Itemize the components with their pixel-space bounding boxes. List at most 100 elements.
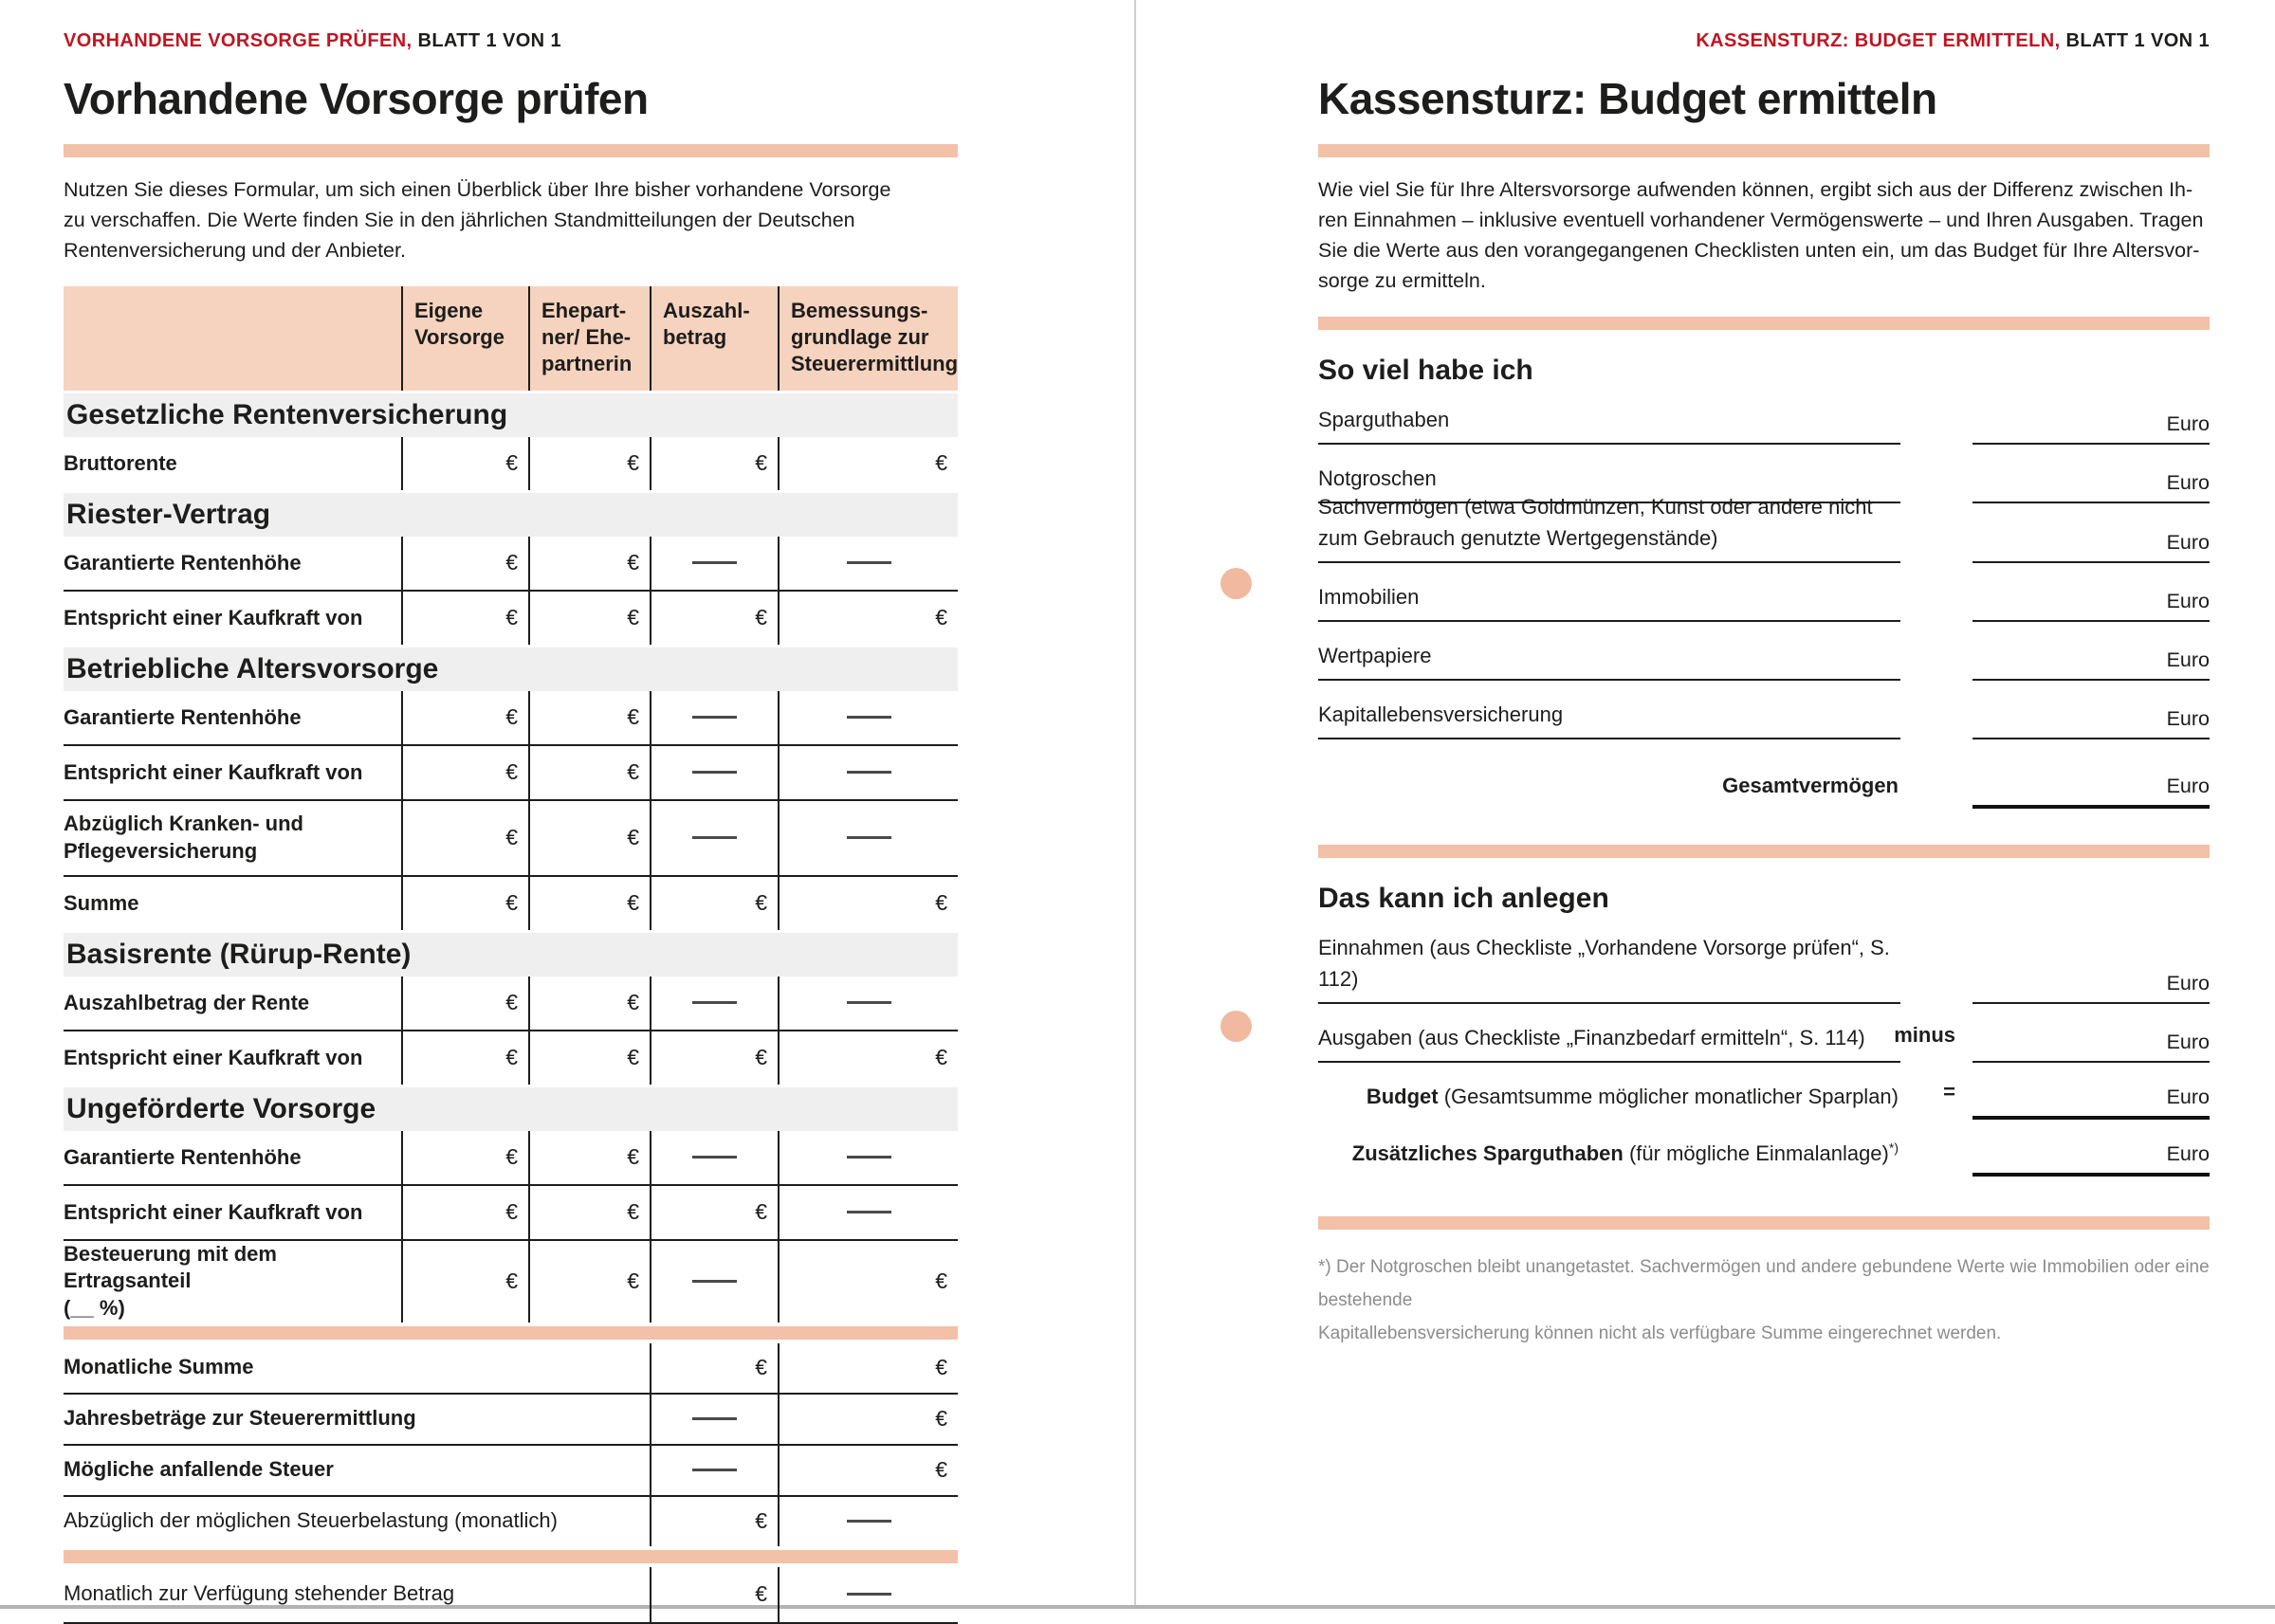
value-cell[interactable]: € [528,876,650,930]
value-cell[interactable]: € [528,1031,650,1085]
value-cell[interactable]: € [528,436,650,490]
euro-symbol: € [505,759,518,785]
value-cell[interactable]: € [650,1185,778,1239]
section-heading-row: Gesetzliche Rentenversicherung [64,392,958,437]
value-cell[interactable]: € [778,1342,958,1393]
value-cell[interactable]: € [528,1185,650,1239]
dash-placeholder [846,1211,891,1214]
hole-punch-dot [1220,1011,1252,1042]
value-cell[interactable]: € [778,1445,958,1495]
value-cell[interactable]: € [778,591,958,645]
value-cell[interactable]: € [650,1566,778,1622]
value-cell[interactable]: € [528,1240,650,1323]
field-label[interactable]: Einnahmen (aus Checkliste „Vorhandene Vo… [1318,932,1900,1005]
value-cell [650,976,778,1030]
section-heading-row: Betriebliche Altersvorsorge [64,647,958,691]
field-underline[interactable]: Euro [1972,412,2210,446]
field-label[interactable]: Kapitallebensversicherung [1318,699,1900,740]
value-cell[interactable]: € [401,976,528,1030]
field-label[interactable]: Ausgaben (aus Checkliste „Finanzbedarf e… [1318,1022,1900,1064]
value-cell[interactable]: € [528,745,650,799]
row-label: Monatliche Summe [64,1355,254,1379]
value-cell[interactable]: € [528,690,650,744]
value-cell[interactable]: € [528,976,650,1030]
field-underline[interactable]: Euro [1972,775,2210,810]
field-label[interactable]: Sachvermögen (etwa Goldmünzen, Kunst ode… [1318,491,1900,564]
field-underline[interactable]: Euro [1972,471,2210,504]
table-row: Garantierte Rentenhöhe € € [64,690,958,744]
value-cell[interactable]: € [528,536,650,590]
value-cell [650,690,778,744]
value-cell[interactable]: € [401,800,528,875]
euro-label: Euro [2166,972,2210,995]
euro-label: Euro [2166,707,2210,731]
field-label[interactable]: Wertpapiere [1318,640,1900,682]
value-cell[interactable]: € [401,876,528,930]
euro-label: Euro [2166,1142,2210,1166]
dash-placeholder [692,1469,737,1472]
accent-bar [64,1325,958,1340]
value-cell[interactable]: € [401,745,528,799]
value-cell[interactable]: € [650,436,778,490]
field-underline[interactable]: Euro [1972,1031,2210,1064]
value-cell[interactable]: € [650,1342,778,1393]
value-cell[interactable]: € [650,876,778,930]
euro-label: Euro [2166,590,2210,613]
value-cell[interactable]: € [401,1185,528,1239]
section-heading-assets: So viel habe ich [1318,355,1533,387]
field-label[interactable]: Sparguthaben [1318,404,1900,446]
value-cell[interactable]: € [778,1240,958,1323]
page-title: Kassensturz: Budget ermitteln [1318,74,1937,123]
field-label-bold: Budget [1366,1085,1439,1109]
value-cell[interactable]: € [778,1031,958,1085]
field-underline[interactable]: Euro [1972,972,2210,1005]
euro-label: Euro [2166,412,2210,436]
field-underline[interactable]: Euro [1972,707,2210,740]
value-cell[interactable]: € [401,1031,528,1085]
value-cell[interactable]: € [401,536,528,590]
value-cell[interactable]: € [650,1031,778,1085]
value-cell[interactable]: € [401,436,528,490]
value-cell[interactable]: € [528,1130,650,1184]
page-title: Vorhandene Vorsorge prüfen [64,74,649,123]
dash-placeholder [846,561,891,565]
value-cell[interactable]: € [528,591,650,645]
value-cell[interactable]: € [650,1496,778,1546]
field-underline[interactable]: Euro [1972,590,2210,623]
value-cell [650,536,778,590]
value-cell[interactable]: € [401,690,528,744]
value-cell[interactable]: € [778,876,958,930]
euro-label: Euro [2166,775,2210,798]
field-underline[interactable]: Euro [1972,648,2210,682]
row-label: Jahresbeträge zur Steuerermittlung [64,1406,416,1431]
field-underline[interactable]: Euro [1972,1142,2210,1177]
euro-symbol: € [505,1268,518,1294]
kicker-highlight: VORHANDENE VORSORGE PRÜFEN, [64,30,413,51]
value-cell[interactable]: € [528,800,650,875]
value-cell[interactable]: € [401,1240,528,1323]
field-underline[interactable]: Euro [1972,531,2210,564]
kicker-rest: BLATT 1 VON 1 [412,30,561,51]
row-label: Summe [64,890,139,915]
field-label[interactable]: Notgroschen [1318,463,1900,504]
euro-symbol: € [627,890,639,916]
euro-symbol: € [935,1457,947,1483]
accent-bar [1318,845,2210,859]
dash-placeholder [846,1593,891,1597]
row-label: Bruttorente [64,450,177,475]
field-label[interactable]: Immobilien [1318,581,1900,623]
value-cell[interactable]: € [778,436,958,490]
euro-label: Euro [2166,648,2210,672]
field-underline[interactable]: Euro [1972,1086,2210,1121]
euro-symbol: € [935,605,947,630]
value-cell[interactable]: € [650,591,778,645]
dash-placeholder [692,771,737,775]
table-row: Garantierte Rentenhöhe € € [64,1130,958,1184]
row-label: Entspricht einer Kaufkraft von [64,1045,363,1069]
dash-placeholder [692,716,737,720]
table-row: Entspricht einer Kaufkraft von € € € [64,1183,958,1239]
value-cell[interactable]: € [401,591,528,645]
column-header: Eigene Vorsorge [401,285,528,391]
value-cell[interactable]: € [401,1130,528,1184]
value-cell[interactable]: € [778,1394,958,1444]
